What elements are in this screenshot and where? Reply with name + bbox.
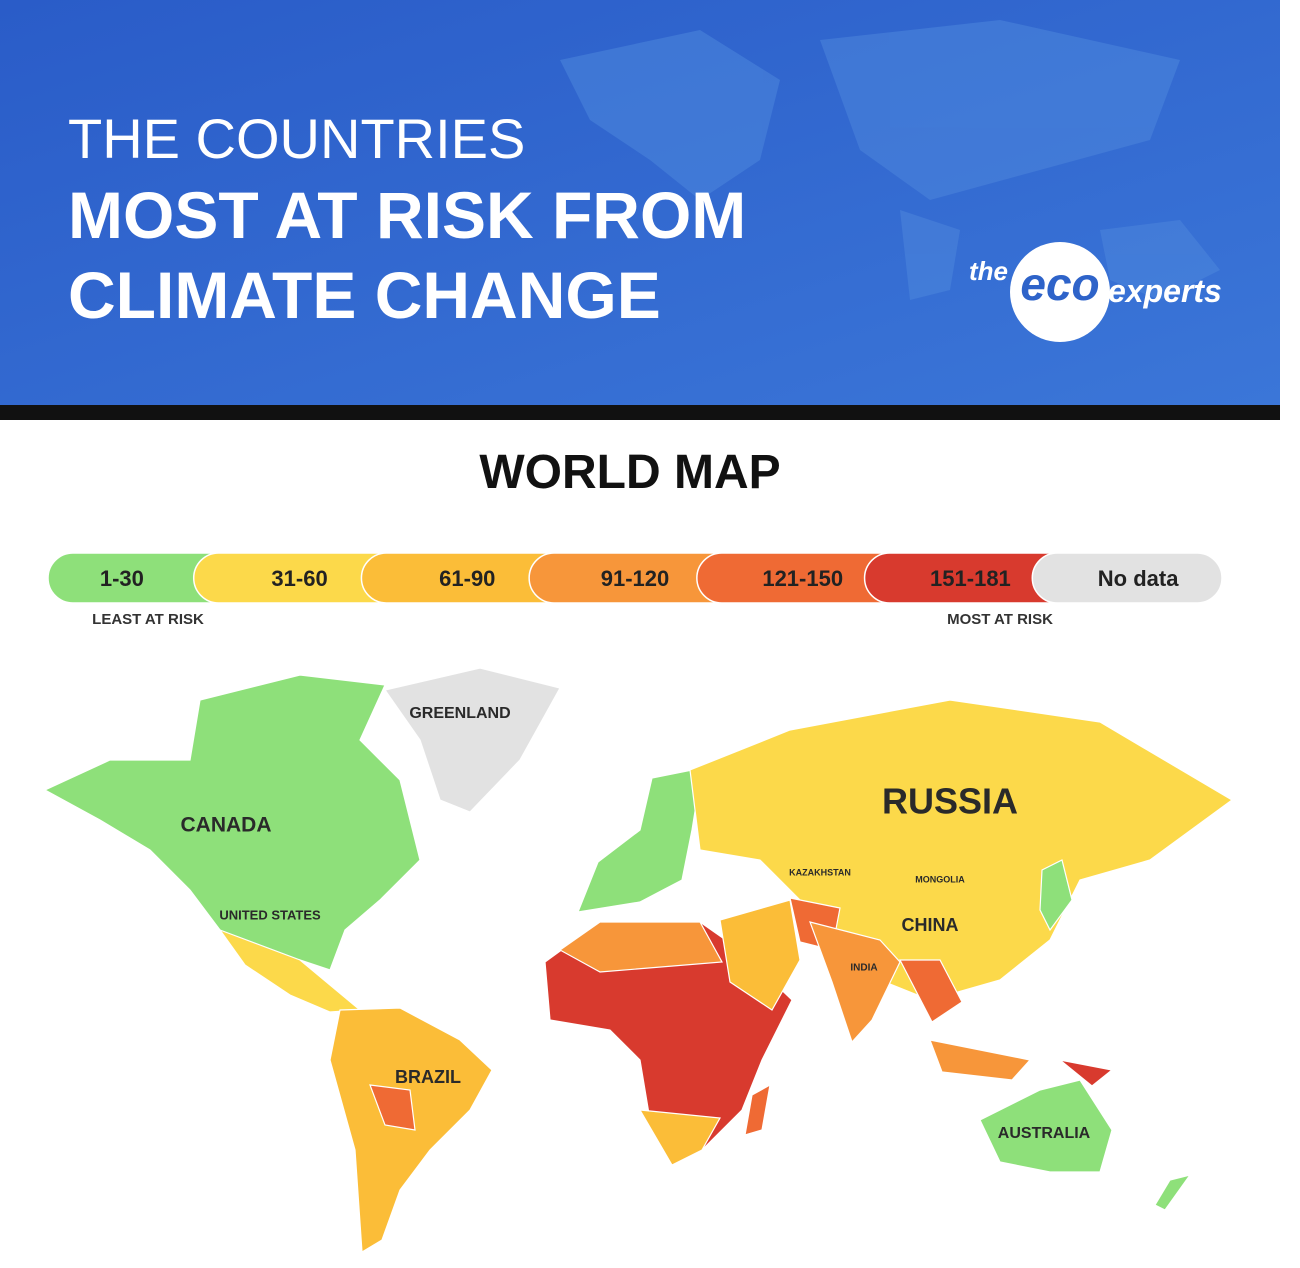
logo-badge	[1010, 242, 1110, 342]
title-line: CLIMATE CHANGE	[68, 258, 661, 332]
logo-prefix: the	[969, 256, 1008, 286]
country-label: RUSSIA	[882, 781, 1018, 822]
header-divider	[0, 405, 1280, 420]
country-region	[1039, 859, 1073, 932]
logo: the eco experts	[969, 242, 1222, 342]
map-title: WORLD MAP	[479, 446, 780, 499]
country-label: CHINA	[902, 915, 959, 935]
country-region	[383, 667, 561, 813]
country-label: GREENLAND	[409, 705, 510, 722]
country-region	[638, 1109, 721, 1166]
logo-brand: eco	[1020, 258, 1099, 310]
legend-label: 31-60	[271, 566, 327, 591]
legend-label: 1-30	[100, 566, 144, 591]
country-region	[744, 1083, 771, 1136]
country-label: INDIA	[850, 963, 877, 974]
legend-swatch	[1031, 552, 1223, 604]
country-label: BRAZIL	[395, 1067, 461, 1087]
title-line: THE COUNTRIES	[68, 107, 525, 170]
country-label: AUSTRALIA	[998, 1125, 1091, 1142]
country-region	[899, 959, 963, 1023]
legend: 1-30 31-60 61-90 91-120 121-150 151-181 No dat…	[47, 552, 1223, 604]
logo-suffix: experts	[1108, 273, 1222, 309]
legend-label: 151-181	[930, 566, 1011, 591]
country-region	[979, 1079, 1113, 1173]
country-label: KAZAKHSTAN	[789, 867, 851, 877]
country-region	[929, 1039, 1032, 1081]
country-region	[809, 921, 901, 1044]
country-label: UNITED STATES	[219, 907, 321, 922]
country-label: MONGOLIA	[915, 874, 965, 884]
country-region	[1154, 1174, 1192, 1211]
legend-label: 91-120	[601, 566, 670, 591]
world-map	[43, 667, 1234, 1254]
country-region	[558, 921, 723, 973]
country-region	[577, 767, 703, 913]
country-region	[719, 899, 801, 1011]
legend-note: LEAST AT RISK	[92, 611, 204, 628]
header-map-decoration	[560, 20, 1220, 300]
country-region	[329, 1007, 493, 1254]
legend-label: 61-90	[439, 566, 495, 591]
country-labels: GREENLAND CANADA UNITED STATES RUSSIA KA…	[181, 705, 1091, 1142]
country-region	[369, 1084, 416, 1131]
legend-label: 121-150	[762, 566, 843, 591]
country-label: CANADA	[181, 814, 272, 837]
country-region	[43, 674, 421, 971]
legend-note: MOST AT RISK	[947, 611, 1053, 628]
country-region	[1059, 1059, 1114, 1087]
legend-label: No data	[1098, 566, 1179, 591]
title-line: MOST AT RISK FROM	[68, 178, 746, 252]
